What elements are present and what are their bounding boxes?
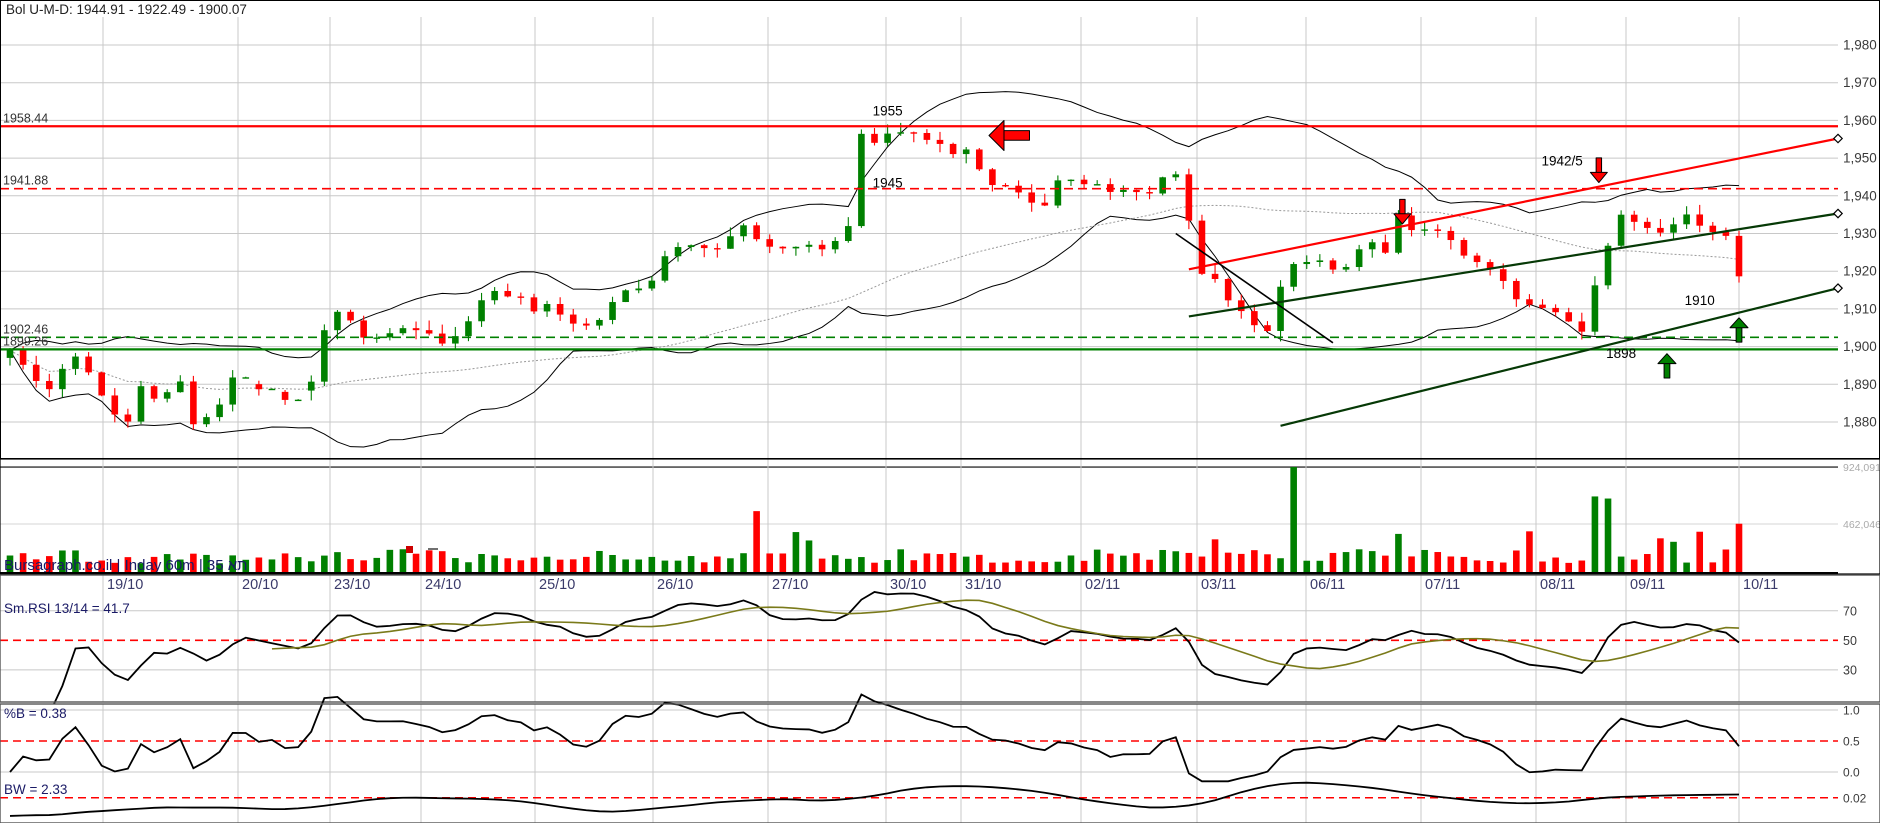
svg-text:26/10: 26/10 — [657, 577, 693, 593]
svg-text:924,091: 924,091 — [1843, 462, 1880, 474]
svg-text:1,970: 1,970 — [1843, 75, 1877, 90]
svg-text:1898: 1898 — [1606, 346, 1636, 361]
svg-text:1958.44: 1958.44 — [3, 111, 48, 125]
svg-text:0.0: 0.0 — [1843, 766, 1860, 780]
svg-text:Bursagraph.co.il | Inday 60m |: Bursagraph.co.il | Inday 60m | 35 תא — [4, 557, 248, 574]
svg-text:20/10: 20/10 — [242, 577, 278, 593]
svg-text:%B = 0.38: %B = 0.38 — [4, 706, 67, 721]
svg-text:25/10: 25/10 — [539, 577, 575, 593]
svg-text:1,940: 1,940 — [1843, 188, 1877, 203]
svg-text:24/10: 24/10 — [425, 577, 461, 593]
svg-text:0.02: 0.02 — [1843, 791, 1867, 805]
svg-text:23/10: 23/10 — [334, 577, 370, 593]
svg-text:06/11: 06/11 — [1310, 577, 1345, 593]
svg-text:1942/5: 1942/5 — [1542, 154, 1583, 169]
svg-text:1,900: 1,900 — [1843, 339, 1877, 354]
svg-text:1,980: 1,980 — [1843, 38, 1877, 53]
svg-text:0.5: 0.5 — [1843, 735, 1860, 749]
svg-text:1,910: 1,910 — [1843, 301, 1877, 316]
svg-text:Bol U-M-D: 1944.91 - 1922.49 -: Bol U-M-D: 1944.91 - 1922.49 - 1900.07 — [6, 2, 247, 17]
svg-text:1941.88: 1941.88 — [3, 174, 48, 188]
svg-text:1.0: 1.0 — [1843, 704, 1860, 718]
svg-text:1,880: 1,880 — [1843, 415, 1877, 430]
svg-text:10/11: 10/11 — [1743, 577, 1778, 593]
svg-text:1,930: 1,930 — [1843, 226, 1877, 241]
svg-text:31/10: 31/10 — [965, 577, 1001, 593]
svg-text:1945: 1945 — [873, 176, 903, 191]
svg-text:07/11: 07/11 — [1425, 577, 1460, 593]
svg-text:Sm.RSI 13/14 = 41.7: Sm.RSI 13/14 = 41.7 — [4, 601, 130, 616]
svg-text:1910: 1910 — [1685, 293, 1715, 308]
svg-text:50: 50 — [1843, 634, 1857, 648]
svg-text:BW = 2.33: BW = 2.33 — [4, 782, 67, 797]
svg-text:1955: 1955 — [873, 104, 903, 119]
svg-text:1,950: 1,950 — [1843, 151, 1877, 166]
svg-text:462,046: 462,046 — [1843, 519, 1880, 531]
svg-text:30: 30 — [1843, 663, 1857, 677]
svg-text:03/11: 03/11 — [1201, 577, 1236, 593]
svg-text:1,890: 1,890 — [1843, 377, 1877, 392]
svg-text:1899.26: 1899.26 — [3, 334, 48, 348]
svg-text:30/10: 30/10 — [890, 577, 926, 593]
svg-text:27/10: 27/10 — [772, 577, 808, 593]
svg-text:1,920: 1,920 — [1843, 264, 1877, 279]
svg-text:09/11: 09/11 — [1630, 577, 1665, 593]
svg-text:1,960: 1,960 — [1843, 113, 1877, 128]
svg-text:02/11: 02/11 — [1085, 577, 1120, 593]
svg-text:19/10: 19/10 — [107, 577, 143, 593]
svg-text:70: 70 — [1843, 604, 1857, 618]
svg-text:08/11: 08/11 — [1540, 577, 1575, 593]
